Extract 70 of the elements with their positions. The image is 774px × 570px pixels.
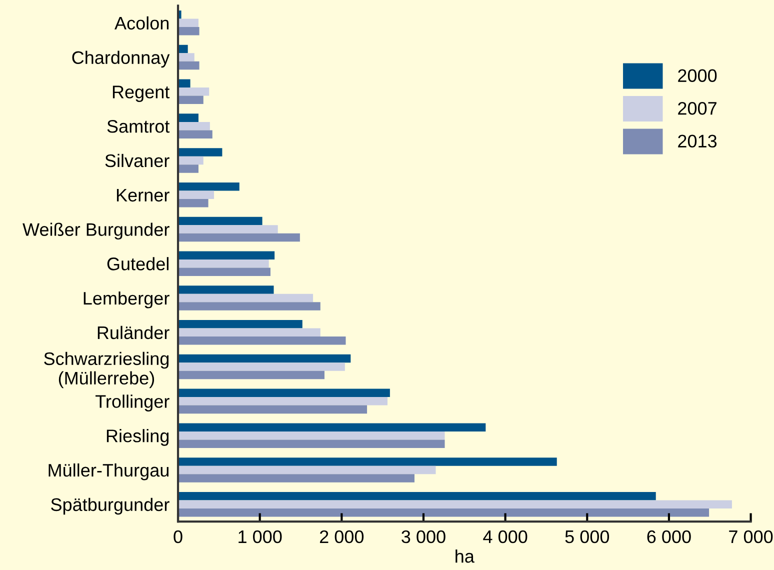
bar [178, 233, 300, 242]
bar [178, 79, 190, 88]
y-tick-label: Kerner [116, 188, 170, 202]
bar [178, 466, 436, 474]
y-tick-label: Chardonnay [72, 50, 170, 68]
bar [178, 53, 194, 62]
y-tick-label: Müller-Thurgau [48, 463, 168, 480]
x-tick-label: 6 000 [647, 530, 691, 544]
bar [178, 190, 214, 199]
y-tick-label: Regent [112, 86, 170, 102]
y-tick-label: Silvaner [105, 154, 170, 168]
bar [178, 251, 275, 260]
legend-label: 2007 [678, 102, 716, 115]
x-tick-label: 1 000 [238, 530, 282, 544]
y-tick-label: Spätburgunder [51, 498, 170, 515]
bar [178, 431, 445, 440]
y-tick-label: Weißer Burgunder [22, 222, 170, 240]
x-tick-label: 2 000 [320, 530, 364, 544]
y-tick-label: Trollinger [96, 394, 170, 412]
y-tick-label: Acolon [114, 16, 169, 30]
bar [178, 122, 210, 130]
bar [178, 260, 269, 268]
legend-label: 2000 [678, 69, 717, 82]
x-tick-label: 4 000 [483, 530, 528, 544]
y-tick-label: Ruländer [98, 326, 170, 340]
bar [178, 423, 486, 432]
y-tick-label: Lemberger [84, 291, 170, 308]
y-tick-label: Samtrot [107, 120, 170, 133]
bar [178, 388, 390, 398]
y-tick-label: Gutedel [107, 257, 168, 270]
bar [178, 474, 414, 482]
bar [178, 182, 240, 191]
bar [178, 164, 198, 173]
bar [178, 370, 324, 380]
bar [178, 225, 278, 234]
bar [178, 88, 210, 96]
bar [178, 156, 204, 165]
x-tick-label: 0 [174, 530, 182, 544]
bar [178, 302, 320, 310]
bar [178, 61, 200, 70]
y-tick-label: Riesling [106, 429, 169, 446]
bar [178, 130, 212, 138]
x-tick-label: 7 000 [729, 530, 773, 544]
x-tick-label: 5 000 [565, 530, 610, 544]
bar [178, 362, 345, 371]
bar [178, 286, 274, 294]
bar [178, 397, 388, 406]
bar [178, 114, 198, 122]
bar [178, 405, 368, 414]
bar [178, 440, 445, 448]
bar [178, 320, 302, 328]
bar [178, 336, 346, 345]
bar [178, 148, 222, 156]
bar [178, 458, 557, 466]
x-axis-title: ha [456, 549, 474, 563]
bar [178, 500, 732, 508]
bar [178, 96, 204, 104]
bar [178, 354, 351, 363]
bar [178, 27, 200, 36]
bar [178, 492, 656, 500]
bar [178, 268, 270, 276]
y-tick-label: Schwarzriesling (Müllerrebe) [44, 352, 169, 388]
bar [178, 328, 320, 337]
bar [178, 508, 710, 517]
bar [178, 18, 198, 28]
bar [178, 294, 314, 302]
x-tick-label: 3 000 [402, 530, 446, 544]
bar [178, 198, 208, 208]
bar [178, 216, 262, 226]
legend-label: 2013 [678, 134, 717, 148]
